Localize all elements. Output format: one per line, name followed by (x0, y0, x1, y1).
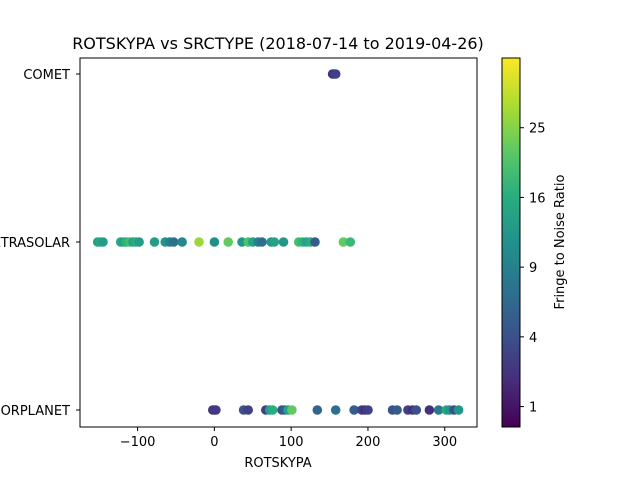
plot-frame (79, 57, 478, 428)
data-point (194, 237, 204, 247)
data-point (363, 405, 373, 415)
x-axis-label: ROTSKYPA (244, 456, 311, 471)
y-axis: MAJORPLANET EXTRASOLAR COMET (0, 68, 80, 419)
data-point (453, 405, 464, 415)
x-tick-label: 300 (432, 435, 457, 450)
colorbar-tick-label: 25 (529, 122, 546, 137)
data-point (257, 237, 267, 247)
data-point (243, 405, 253, 415)
data-point (223, 237, 233, 247)
data-point (310, 237, 320, 247)
data-point (98, 237, 108, 247)
data-point (211, 405, 221, 415)
colorbar-tick-label: 9 (529, 261, 537, 276)
data-point (278, 237, 289, 247)
data-point (330, 405, 341, 415)
chart-title: ROTSKYPA vs SRCTYPE (2018-07-14 to 2019-… (72, 34, 484, 53)
data-point (287, 405, 297, 415)
data-point (168, 237, 179, 247)
data-point (349, 405, 359, 415)
y-tick-label: EXTRASOLAR (0, 236, 70, 251)
colorbar-tick-label: 16 (529, 191, 546, 206)
data-point (345, 237, 356, 247)
colorbar-tick-label: 4 (529, 331, 537, 346)
y-tick-label: MAJORPLANET (0, 404, 70, 419)
data-point (424, 405, 435, 415)
points-layer (92, 69, 464, 415)
x-tick-label: −100 (120, 435, 156, 450)
colorbar-label: Fringe to Noise Ratio (553, 175, 568, 310)
y-tick-label: COMET (23, 68, 70, 83)
data-point (209, 237, 220, 247)
data-point (392, 405, 402, 415)
data-point (134, 237, 144, 247)
data-point (338, 237, 349, 247)
data-point (411, 405, 422, 415)
colorbar-tick-label: 1 (529, 401, 537, 416)
x-tick-label: 0 (210, 435, 218, 450)
data-point (312, 405, 323, 415)
colorbar (501, 57, 521, 428)
data-point (267, 405, 278, 415)
x-tick-label: 100 (279, 435, 304, 450)
data-point (177, 237, 187, 247)
x-axis: −100 0 100 200 300 (120, 427, 457, 450)
data-point (269, 237, 280, 247)
data-point (433, 405, 444, 415)
data-point (330, 69, 341, 79)
data-point (149, 237, 160, 247)
colorbar-ticks: 1 4 9 16 25 (520, 122, 546, 416)
x-tick-label: 200 (356, 435, 381, 450)
